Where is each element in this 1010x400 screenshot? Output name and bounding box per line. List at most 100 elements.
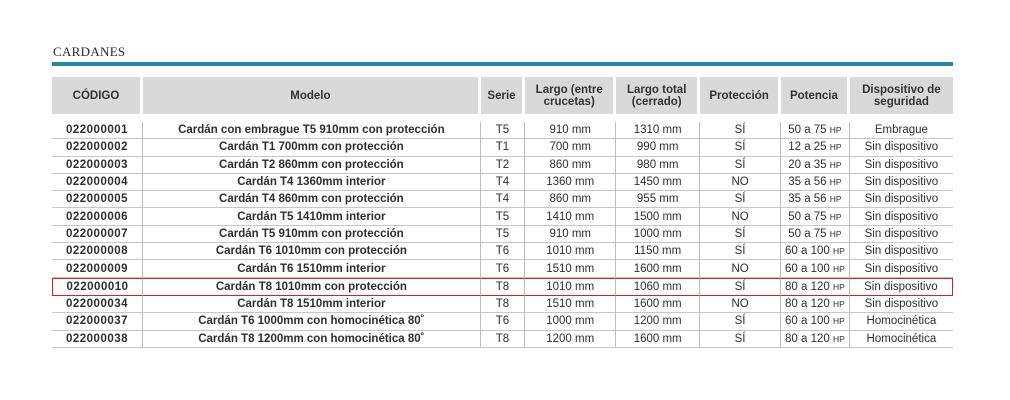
cell-modelo: Cardán T6 1510mm interior xyxy=(143,260,481,278)
cell-largo-entre: 910 mm xyxy=(525,225,617,244)
cell-serie: T6 xyxy=(480,313,526,331)
cell-largo-entre: 1200 mm xyxy=(525,330,617,348)
cell-dispositivo: Sin dispositivo xyxy=(849,260,953,278)
cell-dispositivo: Sin dispositivo xyxy=(849,226,953,244)
table-row: 022000007 Cardán T5 910mm con protección T… xyxy=(52,225,953,244)
cell-potencia: 60 a 100 HP xyxy=(781,243,850,261)
cell-modelo: Cardán T8 1200mm con homocinética 80˚ xyxy=(143,330,481,348)
cell-proteccion: SÍ xyxy=(700,156,782,174)
cell-largo-total: 990 mm xyxy=(616,139,701,157)
cell-largo-entre: 1000 mm xyxy=(525,313,617,331)
cell-proteccion: NO xyxy=(700,260,782,278)
cell-codigo: 022000004 xyxy=(52,173,143,192)
table-header: CÓDIGO Modelo Serie Largo (entre cruceta… xyxy=(52,77,953,114)
cell-largo-entre: 1510 mm xyxy=(525,260,617,278)
cell-codigo: 022000003 xyxy=(52,156,143,174)
table-row: 022000001 Cardán con embrague T5 910mm co… xyxy=(52,122,953,140)
table-body: 022000001 Cardán con embrague T5 910mm co… xyxy=(52,114,953,348)
potencia-value: 35 a 56 xyxy=(788,176,827,189)
table-row: 022000008 Cardán T6 1010mm con protección… xyxy=(52,243,953,261)
cell-codigo: 022000002 xyxy=(52,139,143,157)
cell-largo-total: 1000 mm xyxy=(616,225,701,244)
cell-modelo: Cardán T5 1410mm interior xyxy=(143,208,481,226)
table-row: 022000006 Cardán T5 1410mm interior T5 1410… xyxy=(52,208,953,226)
cell-serie: T5 xyxy=(480,208,526,226)
header-serie: Serie xyxy=(480,77,526,114)
cell-modelo: Cardán T2 860mm con protección xyxy=(143,156,481,174)
cell-modelo: Cardán T1 700mm con protección xyxy=(143,139,481,157)
cell-serie: T8 xyxy=(480,277,526,296)
cell-potencia: 50 a 75 HP xyxy=(781,225,850,244)
cell-proteccion: NO xyxy=(700,295,782,314)
potencia-value: 60 a 100 xyxy=(785,262,830,275)
cell-modelo: Cardán T6 1010mm con protección xyxy=(143,243,481,261)
cell-dispositivo: Sin dispositivo xyxy=(849,208,953,226)
cell-modelo: Cardán T8 1010mm con protección xyxy=(143,277,481,296)
cell-dispositivo: Sin dispositivo xyxy=(849,296,953,314)
potencia-unit: HP xyxy=(832,316,845,327)
cell-largo-total: 980 mm xyxy=(616,156,701,174)
cell-modelo: Cardán T8 1510mm interior xyxy=(143,295,481,314)
potencia-unit: HP xyxy=(829,159,842,170)
table-row: 022000005 Cardán T4 860mm con protección T… xyxy=(52,191,953,209)
cell-largo-entre: 1010 mm xyxy=(525,243,617,261)
section-divider xyxy=(52,62,953,66)
cell-codigo: 022000037 xyxy=(52,313,143,331)
cell-largo-total: 1150 mm xyxy=(616,243,701,261)
potencia-unit: HP xyxy=(832,263,845,274)
cell-proteccion: SÍ xyxy=(700,277,782,296)
potencia-value: 50 a 75 xyxy=(788,227,827,240)
cell-proteccion: NO xyxy=(700,173,782,192)
cell-dispositivo: Sin dispositivo xyxy=(849,191,953,209)
cell-dispositivo: Sin dispositivo xyxy=(849,174,953,192)
cell-largo-entre: 860 mm xyxy=(525,191,617,209)
cell-largo-entre: 910 mm xyxy=(525,122,617,140)
cell-potencia: 60 a 100 HP xyxy=(781,260,850,278)
cell-largo-entre: 1010 mm xyxy=(525,277,617,296)
header-largo-total: Largo total (cerrado) xyxy=(616,77,701,114)
cell-proteccion: SÍ xyxy=(700,313,782,331)
cell-codigo: 022000001 xyxy=(52,122,143,140)
cell-codigo: 022000006 xyxy=(52,208,143,226)
cell-serie: T1 xyxy=(480,139,526,157)
cell-serie: T5 xyxy=(480,225,526,244)
cell-largo-entre: 1410 mm xyxy=(525,208,617,226)
cell-serie: T4 xyxy=(480,173,526,192)
cell-modelo: Cardán T5 910mm con protección xyxy=(143,225,481,244)
cell-codigo: 022000008 xyxy=(52,243,143,261)
cell-serie: T5 xyxy=(480,122,526,140)
potencia-unit: HP xyxy=(829,194,842,205)
potencia-unit: HP xyxy=(829,125,842,136)
cell-modelo: Cardán T6 1000mm con homocinética 80˚ xyxy=(143,313,481,331)
potencia-unit: HP xyxy=(829,142,842,153)
table-row: 022000038 Cardán T8 1200mm con homocinéti… xyxy=(52,330,953,348)
cell-modelo: Cardán T4 860mm con protección xyxy=(143,191,481,209)
header-potencia: Potencia xyxy=(781,77,850,114)
section-title: CARDANES xyxy=(53,44,126,59)
potencia-value: 35 a 56 xyxy=(788,193,827,206)
cell-potencia: 80 a 120 HP xyxy=(781,277,850,296)
potencia-value: 80 a 120 xyxy=(785,280,830,293)
cell-proteccion: SÍ xyxy=(700,243,782,261)
potencia-value: 60 a 100 xyxy=(785,245,830,258)
cell-serie: T2 xyxy=(480,156,526,174)
cell-potencia: 80 a 120 HP xyxy=(781,330,850,348)
cell-codigo: 022000009 xyxy=(52,260,143,278)
cell-largo-total: 1310 mm xyxy=(616,122,701,140)
cell-dispositivo: Embrague xyxy=(849,122,953,140)
potencia-value: 50 a 75 xyxy=(788,210,827,223)
cell-serie: T6 xyxy=(480,260,526,278)
cell-serie: T8 xyxy=(480,330,526,348)
header-proteccion: Protección xyxy=(700,77,782,114)
cell-modelo: Cardán con embrague T5 910mm con protecc… xyxy=(143,122,481,140)
cell-potencia: 80 a 120 HP xyxy=(781,295,850,314)
cell-largo-entre: 1360 mm xyxy=(525,173,617,192)
cell-dispositivo: Sin dispositivo xyxy=(849,139,953,157)
header-modelo: Modelo xyxy=(143,77,481,114)
cell-largo-total: 1600 mm xyxy=(616,295,701,314)
potencia-unit: HP xyxy=(829,228,842,239)
cell-modelo: Cardán T4 1360mm interior xyxy=(143,173,481,192)
potencia-unit: HP xyxy=(832,333,845,344)
table-row: 022000002 Cardán T1 700mm con protección T… xyxy=(52,139,953,157)
cell-dispositivo: Sin dispositivo xyxy=(849,157,953,174)
